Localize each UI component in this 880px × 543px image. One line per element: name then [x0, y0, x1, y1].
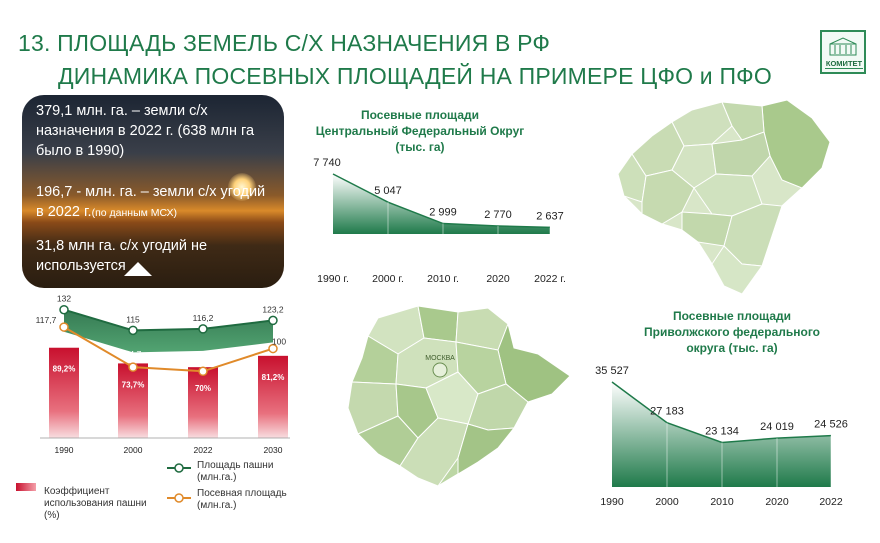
page-title-line1: 13. ПЛОЩАДЬ ЗЕМЕЛЬ С/Х НАЗНАЧЕНИЯ В РФ [18, 30, 551, 56]
legend-coef-label: Коэффициент использования пашни (%) [44, 486, 147, 521]
cfo-x-tick: 1990 г. [317, 273, 349, 285]
coef-bar-label: 81,2% [262, 373, 285, 382]
pfo-value-label: 24 019 [760, 421, 794, 433]
pfo-x-tick: 2022 [819, 496, 843, 508]
moscow-city-marker [432, 362, 448, 378]
combo-x-tick: 1990 [55, 445, 74, 455]
coef-bar [118, 363, 148, 438]
sown-value-label: 100 [272, 337, 286, 347]
coef-bar [258, 355, 288, 438]
pfo-value-label: 23 134 [705, 425, 739, 437]
cfo-x-tick: 2000 г. [372, 273, 404, 285]
moscow-oblast-district [417, 305, 459, 343]
cfo-area-fill [333, 174, 550, 234]
logo-text: КОМИТЕТ [825, 59, 863, 68]
pfo-title-line: округа (тыс. га) [686, 341, 777, 355]
pfo-value-label: 24 526 [814, 419, 848, 431]
cfo-map-region [711, 245, 763, 295]
sown-point [59, 322, 69, 332]
cfo-area-chart: Посевные площади Центральный Федеральный … [313, 108, 566, 285]
combo-x-tick: 2030 [264, 445, 283, 455]
pfo-x-tick: 2020 [765, 496, 789, 508]
cfo-title-line: (тыс. га) [395, 140, 444, 154]
photo-text-2-source: (по данным МСХ) [91, 207, 178, 219]
pfo-title-line: Приволжского федерального [644, 325, 820, 339]
arable-point [198, 324, 208, 334]
pfo-area-chart: Посевные площади Приволжского федеральног… [595, 309, 848, 508]
coef-bar-label: 70% [195, 384, 211, 393]
legend-arable-marker [174, 463, 184, 473]
cfo-map-region [641, 169, 695, 225]
pfo-x-tick: 1990 [600, 496, 624, 508]
arable-band [64, 309, 273, 353]
sown-value-label: 117,7 [36, 315, 57, 325]
cfo-title-line: Центральный Федеральный Округ [316, 124, 525, 138]
moscow-oblast-district [457, 423, 516, 475]
photo-text-2: 196,7 - млн. га. – земли с/х угодий в 20… [36, 182, 276, 223]
sown-value-label: 81,3 [195, 353, 212, 363]
arable-land-combo-chart: 89,2% 73,7% 70% 81,2% 132 117,7 115 84,7 116,2 81… [36, 294, 290, 455]
photo-notch [124, 262, 152, 276]
arable-value-label: 132 [57, 294, 71, 304]
cfo-x-tick: 2022 г. [534, 273, 566, 285]
arable-value-label: 123,2 [262, 304, 284, 314]
combo-x-tick: 2000 [124, 445, 143, 455]
sown-point [268, 343, 278, 354]
sown-line [63, 326, 274, 373]
pfo-x-tick: 2000 [655, 496, 679, 508]
cfo-map-region [681, 211, 733, 247]
pfo-title-line: Посевные площади [673, 309, 791, 323]
sown-value-label: 84,7 [125, 349, 142, 359]
cfo-title-line: Посевные площади [361, 108, 479, 122]
photo-text-2-main: 196,7 - млн. га. – земли с/х угодий в 20… [36, 184, 266, 220]
legend-sown-marker [174, 493, 184, 503]
sown-point [128, 362, 138, 372]
logo-underline [825, 68, 863, 72]
moscow-label: МОСКВА [425, 355, 455, 362]
coef-bar-label: 89,2% [53, 365, 76, 374]
pfo-value-label: 35 527 [595, 365, 629, 377]
arable-point [59, 304, 69, 315]
arable-value-label: 115 [126, 314, 140, 324]
cfo-region-map [617, 99, 831, 295]
legend-arable-label: Площадь пашни (млн.га.) [197, 460, 274, 483]
pfo-value-label: 27 183 [650, 406, 684, 418]
cfo-value-label: 2 637 [536, 210, 564, 222]
cfo-value-label: 5 047 [374, 185, 402, 197]
legend-coef-swatch [16, 483, 36, 491]
photo-text-3: 31,8 млн га. с/х угодий не используется [36, 238, 208, 274]
legend-markers [167, 463, 191, 503]
coef-bar-label: 73,7% [122, 380, 145, 389]
pfo-x-tick: 2010 [710, 496, 734, 508]
cfo-x-tick: 2010 г. [427, 273, 459, 285]
cfo-value-label: 7 740 [313, 157, 341, 169]
combo-x-tick: 2022 [194, 445, 213, 455]
cfo-value-label: 2 770 [484, 209, 512, 221]
cfo-value-label: 2 999 [429, 207, 457, 219]
moscow-oblast-map: МОСКВА [347, 305, 571, 487]
sown-point [198, 366, 208, 377]
arable-value-label: 116,2 [193, 313, 214, 323]
building-icon [829, 37, 857, 56]
moscow-oblast-district [399, 417, 469, 487]
arable-line [63, 308, 274, 332]
coef-bar [49, 347, 79, 438]
arable-point [268, 315, 278, 326]
page-title-line2: ДИНАМИКА ПОСЕВНЫХ ПЛОЩАДЕЙ НА ПРИМЕРЕ ЦФ… [58, 63, 772, 89]
sun-glow [228, 173, 256, 201]
sunset-field-photo [22, 95, 284, 288]
coef-bar [188, 367, 218, 438]
committee-logo: КОМИТЕТ [820, 30, 866, 74]
cfo-x-tick: 2020 [486, 273, 510, 285]
photo-text-1: 379,1 млн. га. – земли с/х назначения в … [36, 103, 255, 159]
legend-sown-label: Посевная площадь (млн.га.) [197, 488, 287, 511]
arable-point [128, 325, 138, 336]
